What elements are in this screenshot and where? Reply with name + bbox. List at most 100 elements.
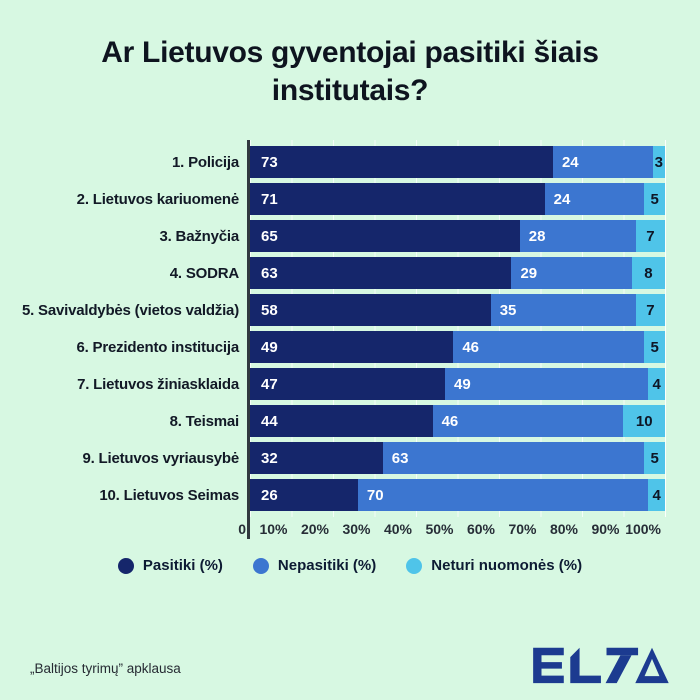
bar-value-label: 58: [261, 301, 278, 319]
bar-segment: 63: [250, 257, 512, 290]
category-label: 8. Teismai: [169, 412, 240, 430]
legend-label: Neturi nuomonės (%): [431, 557, 583, 575]
bar-segment: 5: [644, 183, 665, 216]
bar-value-label: 49: [261, 338, 278, 356]
bar-value-label: 7: [646, 301, 655, 319]
x-axis-tick-label: 30%: [342, 521, 371, 538]
legend: Pasitiki (%) Nepasitiki (%) Neturi nuomonė…: [0, 557, 700, 574]
stacked-bar: 58 35 7: [250, 294, 665, 327]
bar-value-label: 29: [520, 264, 538, 282]
elta-logo: ELTA: [530, 645, 670, 684]
bar-segment: 58: [250, 294, 491, 327]
bar-segment: 29: [511, 257, 632, 290]
bar-segment: 26: [250, 479, 358, 512]
bar-value-label: 49: [454, 375, 471, 393]
bar-segment: 8: [631, 257, 665, 290]
source-note: „Baltijos tyrimų” apklausa: [30, 661, 181, 676]
category-label: 10. Lietuvos Seimas: [99, 486, 239, 504]
bar-segment: 5: [644, 442, 665, 475]
stacked-bar: 73 24 3: [250, 146, 665, 179]
stacked-bar: 47 49 4: [250, 368, 665, 401]
bar-value-label: 5: [650, 449, 659, 467]
category-label: 4. SODRA: [169, 264, 239, 282]
stacked-bar: 32 63 5: [250, 442, 665, 475]
stacked-bar: 26 70 4: [250, 479, 665, 512]
bar-segment: 10: [623, 405, 665, 438]
bar-segment: 7: [635, 294, 665, 327]
footer: „Baltijos tyrimų” apklausa ELTA: [0, 645, 700, 700]
bar-value-label: 5: [650, 190, 659, 208]
x-axis-tick-label: 70%: [508, 521, 537, 538]
bar-row: 4. SODRA 63 29 8: [0, 257, 700, 290]
bar-value-label: 73: [261, 153, 278, 171]
x-axis-tick-label: 90%: [591, 521, 620, 538]
bar-segment: 32: [250, 442, 383, 475]
bar-segment: 3: [652, 146, 665, 179]
category-label: 3. Bažnyčia: [159, 227, 239, 245]
legend-dot: [406, 557, 423, 574]
stacked-bar: 63 29 8: [250, 257, 665, 290]
chart-title: Ar Lietuvos gyventojai pasitiki šiais in…: [101, 36, 599, 108]
bar-segment: 63: [382, 442, 645, 475]
x-axis-tick-label: 80%: [549, 521, 578, 538]
category-label: 2. Lietuvos kariuomenė: [76, 190, 240, 208]
bar-value-label: 28: [528, 227, 546, 245]
bar-value-label: 63: [261, 264, 278, 282]
bar-value-label: 24: [553, 190, 571, 208]
bar-segment: 24: [552, 146, 653, 179]
bar-segment: 70: [357, 479, 649, 512]
stacked-bar: 65 28 7: [250, 220, 665, 253]
bar-value-label: 8: [644, 264, 653, 282]
x-axis-tick-label: 0: [238, 521, 246, 538]
bar-segment: 71: [250, 183, 545, 216]
bar-segment: 5: [644, 331, 665, 364]
bar-value-label: 46: [441, 412, 459, 430]
legend-label: Pasitiki (%): [142, 557, 223, 575]
legend-dot: [252, 557, 269, 574]
bar-segment: 46: [453, 331, 645, 364]
bar-row: 8. Teismai 44 46 10: [0, 405, 700, 438]
stacked-bar: 71 24 5: [250, 183, 665, 216]
x-axis-tick-label: 20%: [300, 521, 329, 538]
bar-segment: 4: [648, 479, 665, 512]
bar-segment: 46: [432, 405, 624, 438]
bar-value-label: 46: [462, 338, 480, 356]
elta-logo-graphic: [533, 647, 669, 684]
x-axis-tick-label: 100%: [625, 521, 661, 538]
bar-row: 5. Savivaldybės (vietos valdžia) 58 35 7: [0, 294, 700, 327]
x-axis-tick-label: 50%: [425, 521, 454, 538]
bar-value-label: 63: [391, 449, 409, 467]
legend-label: Nepasitiki (%): [277, 557, 377, 575]
bar-segment: 47: [250, 368, 446, 401]
legend-item: Nepasitiki (%): [252, 557, 377, 575]
bar-value-label: 5: [650, 338, 659, 356]
x-axis-tick-label: 40%: [383, 521, 412, 538]
bar-value-label: 24: [561, 153, 579, 171]
bar-segment: 28: [519, 220, 636, 253]
category-label: 6. Prezidento institucija: [76, 338, 239, 356]
bar-row: 6. Prezidento institucija 49 46 5: [0, 331, 700, 364]
bar-row: 9. Lietuvos vyriausybė 32 63 5: [0, 442, 700, 475]
category-label: 7. Lietuvos žiniasklaida: [77, 375, 239, 393]
bar-value-label: 10: [635, 412, 653, 430]
bar-value-label: 4: [652, 375, 661, 393]
stacked-bar-chart: 1. Policija 73 24 3 2. Lietuvos kariuomenė 71…: [0, 140, 700, 540]
bar-segment: 44: [250, 405, 433, 438]
bar-segment: 7: [635, 220, 665, 253]
bar-value-label: 71: [261, 190, 278, 208]
bar-value-label: 3: [654, 153, 663, 171]
bar-row: 1. Policija 73 24 3: [0, 146, 700, 179]
legend-dot: [117, 557, 134, 574]
x-axis: 0 10% 20% 30% 40% 50% 60% 70% 80% 90% 100%: [238, 517, 665, 540]
category-label: 9. Lietuvos vyriausybė: [82, 449, 239, 467]
bar-segment: 35: [490, 294, 636, 327]
bar-row: 10. Lietuvos Seimas 26 70 4: [0, 479, 700, 512]
bar-segment: 73: [250, 146, 553, 179]
bar-value-label: 4: [652, 486, 661, 504]
bars-area: 1. Policija 73 24 3 2. Lietuvos kariuomenė 71…: [0, 146, 700, 512]
bar-value-label: 47: [261, 375, 278, 393]
stacked-bar: 49 46 5: [250, 331, 665, 364]
bar-row: 7. Lietuvos žiniasklaida 47 49 4: [0, 368, 700, 401]
x-axis-tick-label: 60%: [466, 521, 495, 538]
